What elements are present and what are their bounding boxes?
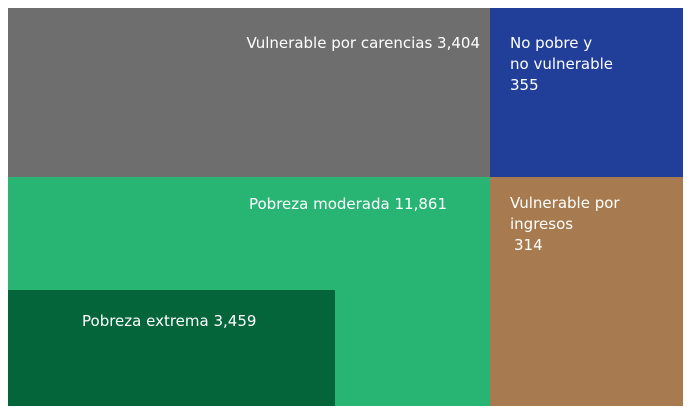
label: Pobreza moderada 11,861 [249,194,447,215]
node-label: No pobre y [510,34,593,52]
box-pobreza-extrema [8,290,335,406]
node-label: Pobreza moderada [248,195,390,213]
node-value: 355 [510,76,539,94]
box-vulnerable-carencias [8,8,490,177]
box-no-pobre [490,8,683,177]
node-label: Vulnerable por carencias [246,34,433,52]
box-vulnerable-ingresos [490,177,683,406]
node-label: no vulnerable [510,55,614,73]
node-label: ingresos [510,215,574,233]
node-value: 3,404 [437,34,480,52]
node-value: 11,861 [394,195,448,213]
node-label: Pobreza extrema [82,312,209,330]
label: Vulnerable por carencias 3,404 [247,33,481,54]
label: No pobre y no vulnerable 355 [510,33,613,96]
node-value: 314 [514,236,543,254]
label: Pobreza extrema 3,459 [82,311,256,332]
node-label: Vulnerable por [510,194,620,212]
label: Vulnerable por ingresos 314 [510,193,620,256]
node-value: 3,459 [213,312,257,330]
